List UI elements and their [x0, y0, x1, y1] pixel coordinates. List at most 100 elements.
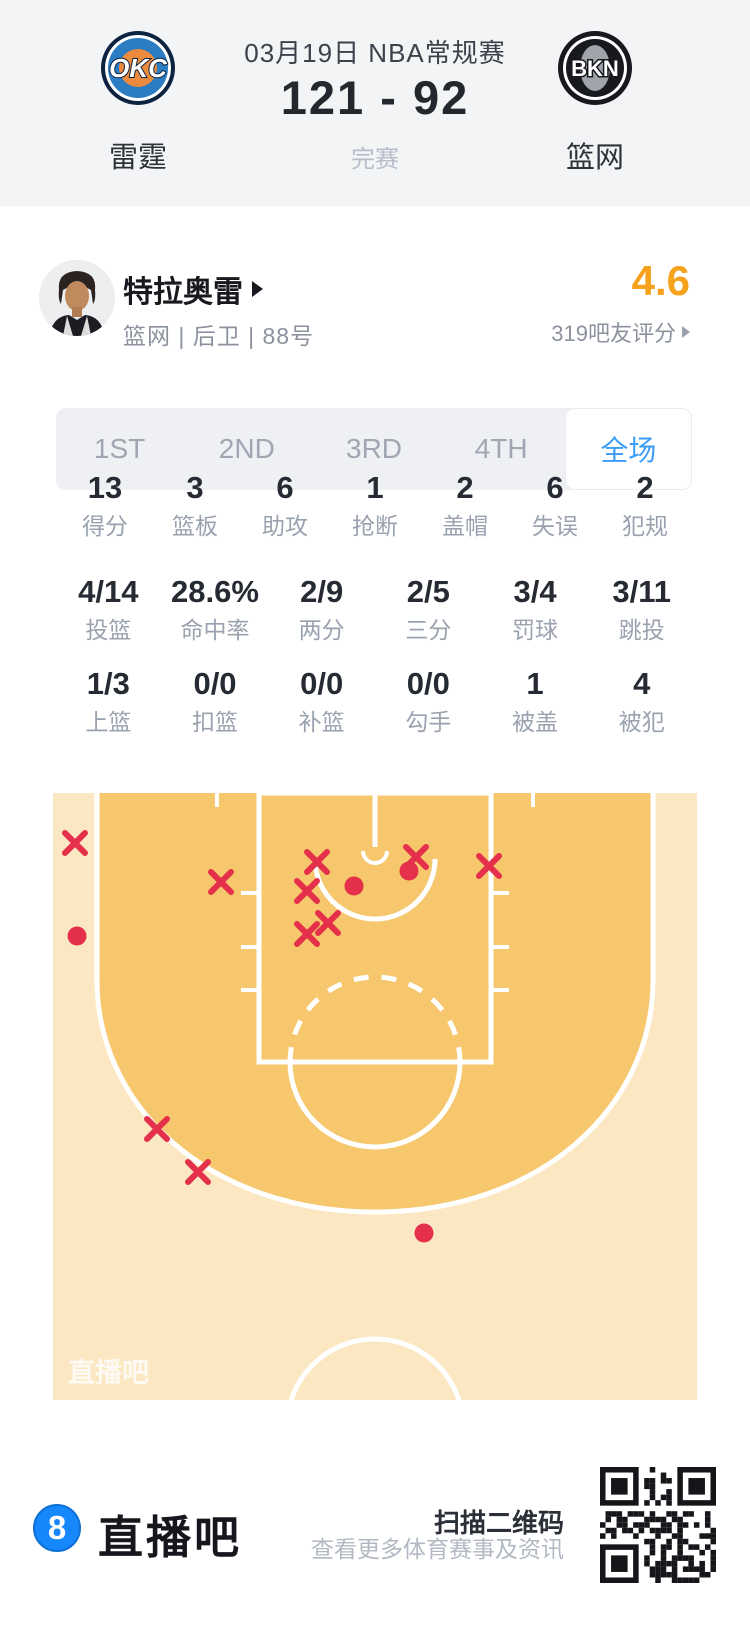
rating-box: 4.6 319吧友评分 [551, 258, 690, 348]
stat-value: 4/14 [78, 574, 139, 609]
stat-label: 勾手 [405, 709, 452, 735]
stat-row-3: 1/3 上篮 0/0 扣篮 0/0 补篮 0/0 勾手 1 被盖 4 被犯 [55, 666, 695, 738]
stat-被盖: 1 被盖 [482, 666, 589, 738]
stat-上篮: 1/3 上篮 [55, 666, 162, 738]
stat-row-2: 4/14 投篮 28.6% 命中率 2/9 两分 2/5 三分 3/4 罚球 3/11 跳投 [55, 574, 695, 646]
stat-被犯: 4 被犯 [588, 666, 695, 738]
shot-miss-icon [294, 921, 320, 947]
shot-miss-icon [315, 910, 341, 936]
stat-label: 两分 [298, 617, 345, 643]
free-throw-circle-solid [287, 1061, 463, 1150]
stat-value: 1/3 [86, 666, 130, 701]
player-avatar [39, 260, 115, 336]
stat-得分: 13 得分 [60, 470, 150, 542]
logo-glyph: 8 [47, 1509, 67, 1546]
shot-chart: 直播吧 [53, 790, 697, 1518]
stat-抢断: 1 抢断 [330, 470, 420, 542]
stat-value: 3/11 [612, 574, 671, 609]
stat-value: 1 [526, 666, 544, 701]
stat-label: 盖帽 [442, 513, 488, 539]
restricted-arc [312, 858, 438, 922]
okc-logo-icon: OKC [100, 30, 176, 106]
zhibo8-logo-icon: 8 [33, 1504, 81, 1552]
shot-miss-icon [304, 849, 330, 875]
game-date: 03月19日 NBA常规赛 [244, 38, 506, 68]
chevron-right-icon [252, 281, 263, 297]
shot-miss-icon [62, 830, 88, 856]
stat-label: 跳投 [618, 617, 665, 643]
stat-三分: 2/5 三分 [375, 574, 482, 646]
stat-label: 被犯 [618, 709, 665, 735]
shot-make-icon [399, 861, 419, 881]
tab-3RD[interactable]: 3RD [346, 433, 403, 464]
stat-label: 上篮 [85, 709, 132, 735]
stat-value: 2/9 [300, 574, 344, 609]
tab-1ST[interactable]: 1ST [93, 433, 146, 464]
home-team-name: 雷霆 [108, 142, 167, 174]
shot-make-icon [414, 1223, 434, 1243]
shot-make-icon [344, 876, 364, 896]
rating-link[interactable]: 319吧友评分 [551, 316, 690, 348]
game-status: 完赛 [351, 146, 399, 173]
shot-marks [62, 830, 502, 1243]
stat-勾手: 0/0 勾手 [375, 666, 482, 738]
stat-value: 13 [87, 470, 123, 505]
game-score: 121 - 92 [280, 71, 470, 124]
stat-row-1: 13 得分 3 篮板 6 助攻 1 抢断 2 盖帽 6 失误 2 犯规 [60, 470, 690, 542]
stat-助攻: 6 助攻 [240, 470, 330, 542]
rim [361, 850, 389, 865]
stat-value: 0/0 [300, 666, 344, 701]
stat-命中率: 28.6% 命中率 [162, 574, 269, 646]
away-team-name: 篮网 [565, 142, 624, 174]
stat-犯规: 2 犯规 [600, 470, 690, 542]
stat-篮板: 3 篮板 [150, 470, 240, 542]
three-point-line [94, 793, 656, 1215]
tab-2ND[interactable]: 2ND [218, 433, 275, 464]
stat-扣篮: 0/0 扣篮 [162, 666, 269, 738]
stat-label: 投篮 [85, 617, 132, 643]
shot-miss-icon [294, 878, 320, 904]
player-name-link[interactable]: 特拉奥雷 [123, 271, 263, 309]
stat-value: 4 [633, 666, 651, 701]
stat-value: 3 [186, 470, 204, 505]
stat-跳投: 3/11 跳投 [588, 574, 695, 646]
tab-4TH[interactable]: 4TH [474, 433, 528, 464]
brand-name: 直播吧 [98, 1512, 243, 1563]
stat-label: 失误 [532, 513, 578, 539]
shot-miss-icon [476, 853, 502, 879]
stat-label: 篮板 [172, 513, 218, 539]
stat-value: 3/4 [513, 574, 557, 609]
stat-label: 得分 [82, 513, 128, 539]
rating-value: 4.6 [631, 257, 690, 304]
qr-caption-title: 扫描二维码 [433, 1508, 564, 1538]
stat-label: 三分 [405, 617, 452, 643]
player-name: 特拉奥雷 [123, 276, 243, 309]
period-tabs: 1ST 2ND 3RD 4TH 全场 [56, 408, 693, 490]
stat-两分: 2/9 两分 [268, 574, 375, 646]
stat-value: 2 [456, 470, 474, 505]
free-throw-circle-dashed [287, 974, 463, 1063]
stat-label: 抢断 [352, 513, 398, 539]
stat-label: 罚球 [512, 617, 559, 643]
qr-caption-subtitle: 查看更多体育赛事及资讯 [311, 1536, 564, 1562]
chevron-right-icon [682, 326, 690, 338]
stat-盖帽: 2 盖帽 [420, 470, 510, 542]
shot-make-icon [67, 926, 87, 946]
shot-miss-icon [144, 1116, 170, 1142]
stat-value: 0/0 [193, 666, 237, 701]
court-inside-arc [97, 793, 653, 1212]
stat-罚球: 3/4 罚球 [482, 574, 589, 646]
court-watermark: 直播吧 [68, 1358, 149, 1388]
stat-label: 犯规 [622, 513, 668, 539]
tab-全场[interactable]: 全场 [564, 408, 693, 490]
stat-label: 助攻 [262, 513, 308, 539]
svg-text:BKN: BKN [571, 56, 619, 81]
stat-value: 2/5 [406, 574, 450, 609]
lane-hash-marks [215, 793, 535, 992]
stat-value: 1 [366, 470, 384, 505]
svg-text:OKC: OKC [109, 53, 168, 83]
stat-value: 6 [546, 470, 564, 505]
rating-note: 319吧友评分 [551, 321, 676, 346]
player-info: 篮网 | 后卫 | 88号 [123, 323, 315, 349]
